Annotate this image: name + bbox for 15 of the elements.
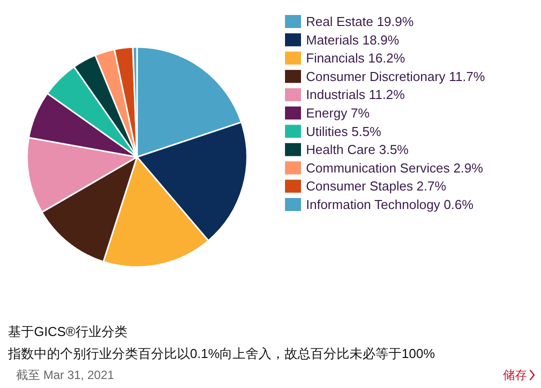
legend-label: Utilities 5.5% bbox=[306, 124, 382, 139]
legend-label: Health Care 3.5% bbox=[306, 142, 410, 158]
legend-label: Energy 7% bbox=[306, 106, 370, 120]
legend-label: Real Estate 19.9% bbox=[306, 14, 414, 29]
text: 储存 bbox=[503, 368, 527, 382]
legend-label: Consumer Staples 2.7% bbox=[306, 178, 447, 194]
text: 截至 Mar 31, 2021 bbox=[16, 368, 114, 382]
legend-label: Financials 16.2% bbox=[306, 50, 406, 66]
legend-label: Consumer Discretionary 11.7% bbox=[306, 68, 486, 84]
legend-label: Information Technology 0.6% bbox=[306, 197, 474, 212]
legend-label: Industrials 11.2% bbox=[306, 87, 406, 102]
text: 指数中的个别行业分类百分比以0.1%向上舍入，故总百分比未必等于100% bbox=[7, 346, 436, 361]
legend-label: Materials 18.9% bbox=[306, 32, 400, 48]
legend-label: Communication Services 2.9% bbox=[306, 160, 484, 176]
text: 基于GICS®行业分类 bbox=[8, 324, 128, 339]
